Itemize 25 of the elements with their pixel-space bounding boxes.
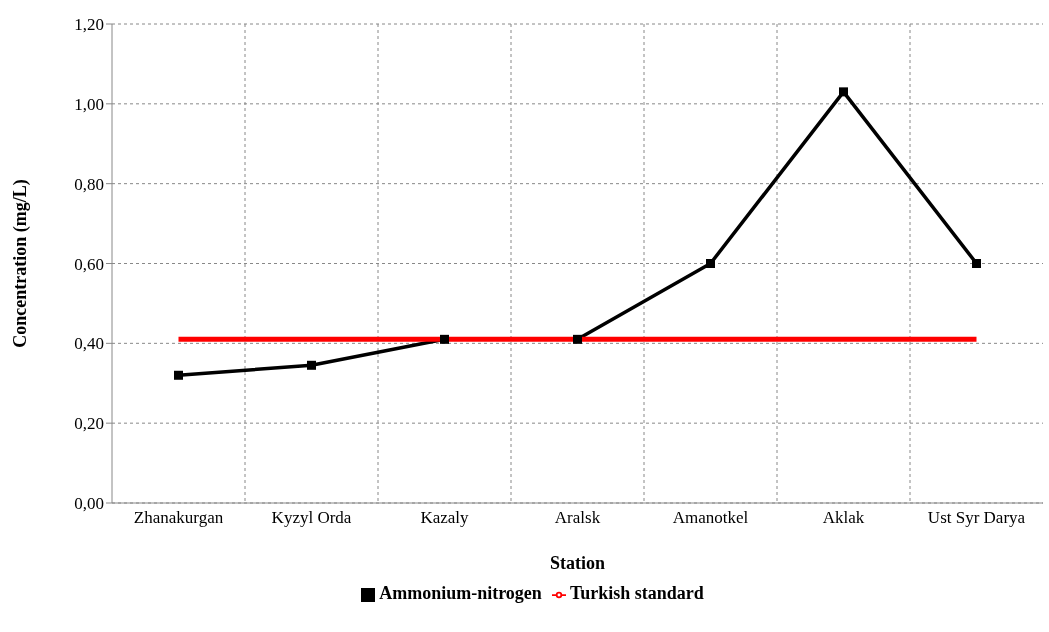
legend-label: Turkish standard (569, 583, 704, 603)
point (573, 334, 582, 344)
point (174, 370, 183, 380)
point (307, 360, 316, 370)
y-tick-label: 0,40 (74, 334, 104, 354)
x-tick-label: Amanotkel (672, 508, 749, 528)
x-tick-label: Ust Syr Darya (927, 508, 1026, 528)
y-tick-label: 0,80 (74, 174, 104, 194)
x-tick-label: Zhanakurgan (133, 508, 224, 528)
point (839, 87, 848, 97)
x-tick-label: Kazaly (420, 508, 470, 528)
y-tick-label: 0,60 (74, 254, 104, 274)
y-tick-label: 0,00 (74, 494, 104, 514)
point (972, 259, 981, 268)
y-tick-label: 1,20 (74, 15, 104, 35)
y-tick-label: 1,00 (74, 94, 104, 114)
x-tick-label: Aklak (822, 508, 865, 528)
point (706, 259, 715, 268)
x-tick-label: Aralsk (554, 508, 601, 528)
x-tick-label: Kyzyl Orda (271, 508, 352, 528)
y-tick-label: 0,20 (74, 414, 104, 434)
point (440, 334, 449, 344)
y-axis-title: Concentration (mg/L) (10, 179, 32, 348)
x-axis-title: Station (549, 553, 606, 573)
legend-label: Ammonium-nitrogen (379, 583, 542, 603)
